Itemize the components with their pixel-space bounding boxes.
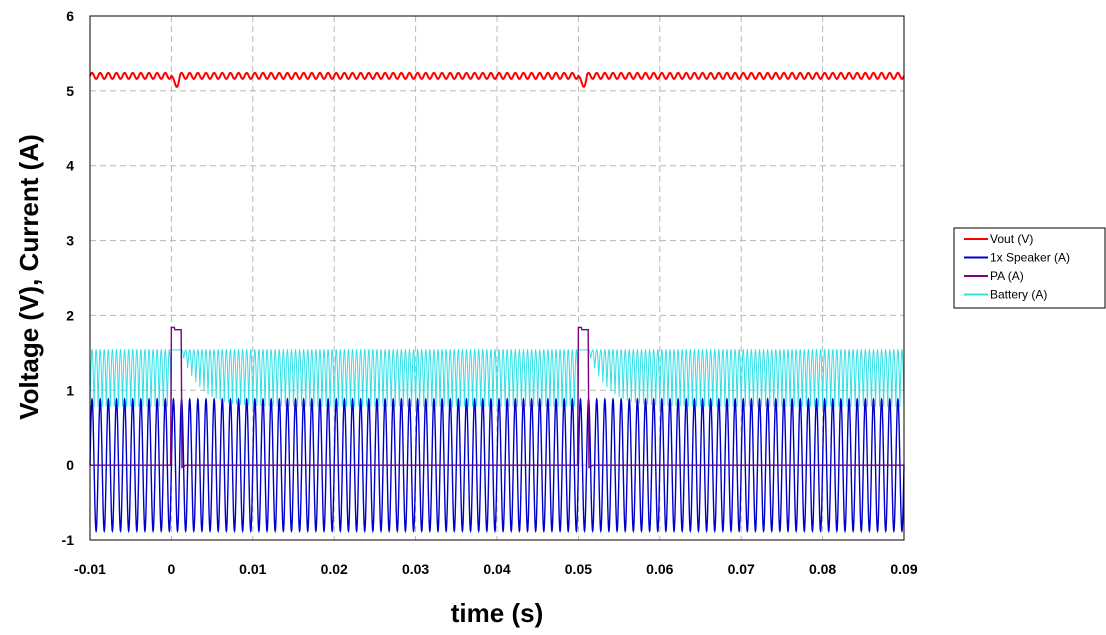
x-tick-label: 0.05 [565, 561, 592, 577]
series-line-battery [89, 348, 905, 407]
x-axis-title: time (s) [451, 598, 543, 628]
y-tick-label: 2 [66, 307, 74, 323]
x-tick-label: 0.06 [646, 561, 673, 577]
y-tick-label: 3 [66, 233, 74, 249]
y-tick-label: 4 [66, 158, 74, 174]
series-line-vout [89, 71, 905, 88]
x-tick-label: 0.01 [239, 561, 266, 577]
legend-label: 1x Speaker (A) [990, 251, 1070, 265]
x-tick-label: 0.09 [890, 561, 917, 577]
x-tick-label: 0 [168, 561, 176, 577]
x-tick-label: 0.04 [483, 561, 510, 577]
y-tick-labels: -1 0 1 2 3 4 5 6 [62, 8, 75, 548]
legend-label: Battery (A) [990, 288, 1047, 302]
x-tick-label: 0.03 [402, 561, 429, 577]
legend-label: Vout (V) [990, 232, 1033, 246]
y-tick-label: 1 [66, 382, 74, 398]
legend-label: PA (A) [990, 269, 1024, 283]
y-axis-title: Voltage (V), Current (A) [14, 134, 44, 420]
plot-area-frame [89, 15, 905, 541]
series-layer [89, 71, 905, 534]
y-tick-label: -1 [62, 532, 75, 548]
legend: Vout (V) 1x Speaker (A) PA (A) Battery (A) [953, 227, 1106, 309]
y-tick-label: 0 [66, 457, 74, 473]
x-tick-labels: -0.01 0 0.01 0.02 0.03 0.04 0.05 0.06 0.07 0.08 0.… [74, 561, 918, 577]
series-line-pa [90, 326, 904, 469]
y-tick-label: 6 [66, 8, 74, 24]
x-tick-label: -0.01 [74, 561, 106, 577]
x-tick-label: 0.08 [809, 561, 836, 577]
x-tick-label: 0.07 [728, 561, 755, 577]
x-tick-label: 0.02 [321, 561, 348, 577]
y-tick-label: 5 [66, 83, 74, 99]
